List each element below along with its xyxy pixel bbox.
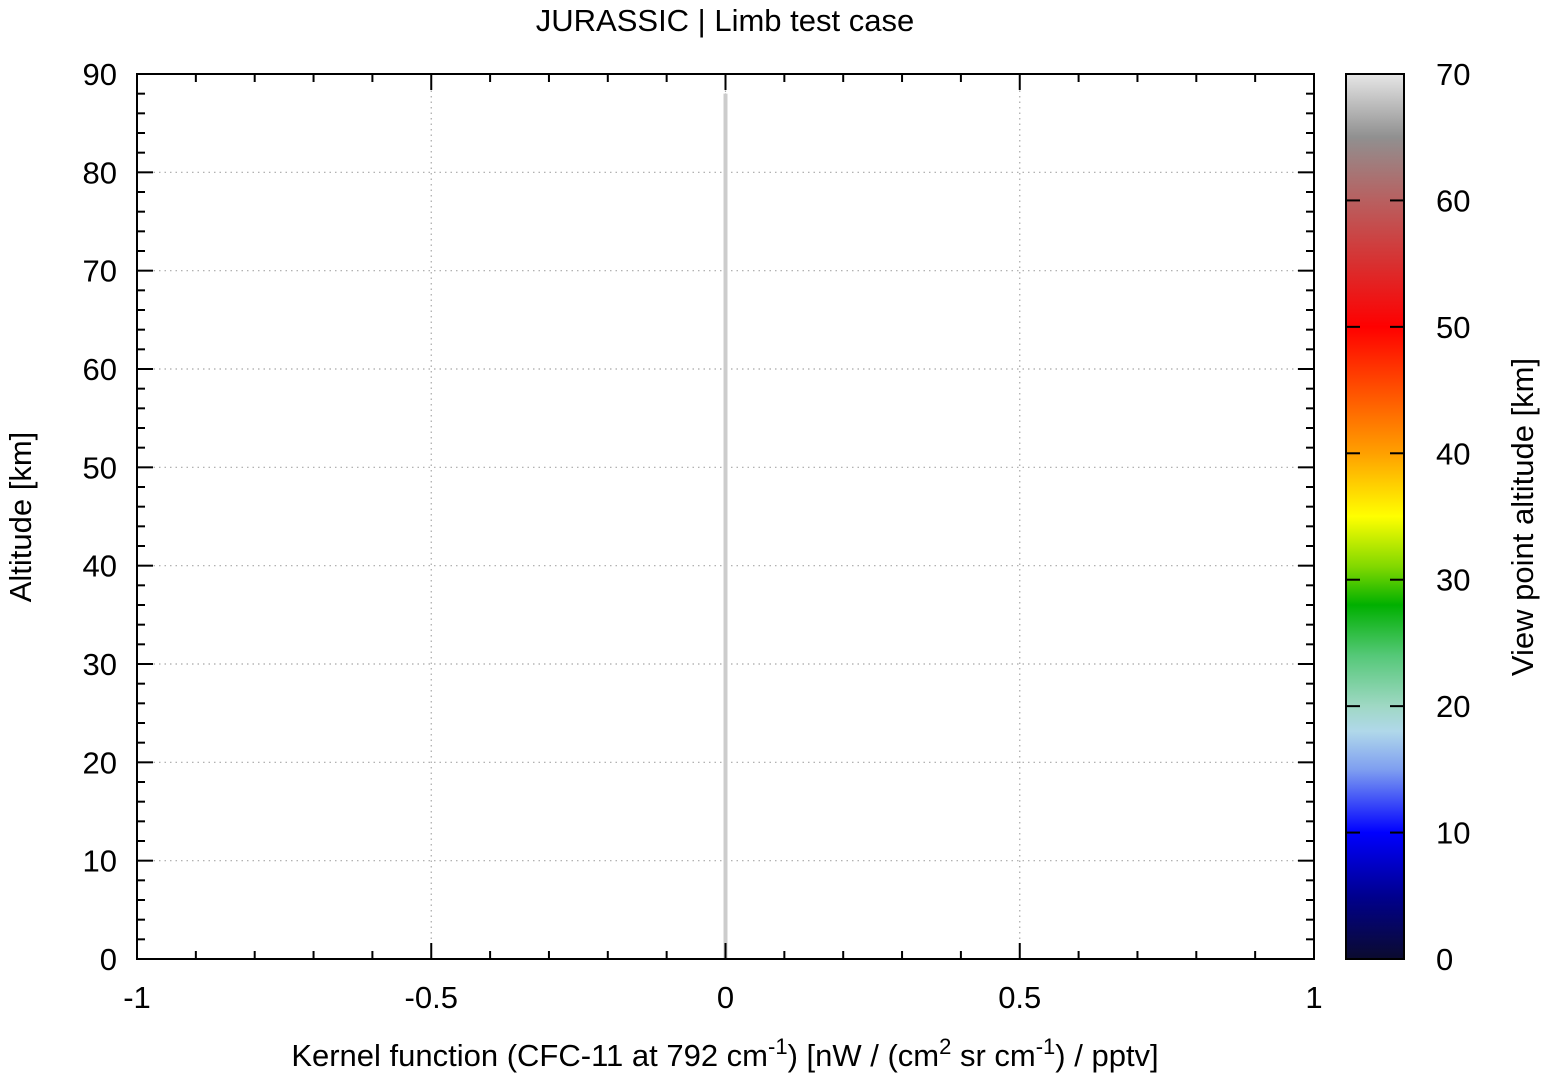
x-axis-label-text: ) / pptv] — [1055, 1038, 1158, 1073]
y-tick-label: 90 — [83, 57, 117, 92]
colorbar-tick-label: 30 — [1436, 563, 1470, 598]
colorbar-tick-label: 60 — [1436, 183, 1470, 218]
x-tick-label: 1 — [1305, 980, 1322, 1015]
x-tick-labels: -1 -0.5 0 0.5 1 — [123, 980, 1322, 1015]
series-point — [725, 663, 726, 665]
colorbar-tick-label: 50 — [1436, 310, 1470, 345]
series-point — [725, 860, 726, 862]
y-tick-label: 30 — [83, 647, 117, 682]
series-point — [725, 270, 726, 272]
series-point — [725, 368, 726, 370]
chart-title: JURASSIC | Limb test case — [536, 3, 914, 38]
y-tick-labels: 0 10 20 30 40 50 60 70 80 90 — [83, 57, 117, 977]
series-point — [725, 466, 726, 468]
x-axis-label-superscript: 2 — [939, 1034, 951, 1059]
x-tick-label: -0.5 — [405, 980, 458, 1015]
series-point — [725, 565, 726, 567]
x-axis-label-superscript: -1 — [1036, 1034, 1056, 1059]
x-axis-label-text: Kernel function (CFC-11 at 792 cm — [291, 1038, 768, 1073]
colorbar-tick-label: 40 — [1436, 436, 1470, 471]
y-tick-label: 0 — [100, 942, 117, 977]
colorbar-tick-label: 20 — [1436, 689, 1470, 724]
colorbar-tick-label: 70 — [1436, 57, 1470, 92]
y-tick-label: 20 — [83, 745, 117, 780]
series-point — [725, 93, 726, 95]
y-tick-label: 70 — [83, 254, 117, 289]
colorbar-label: View point altitude [km] — [1505, 358, 1540, 676]
y-axis-label: Altitude [km] — [3, 432, 38, 603]
colorbar: 0 10 20 30 40 50 60 70 — [1345, 57, 1470, 977]
x-tick-label: 0.5 — [998, 980, 1041, 1015]
x-axis-label-superscript: -1 — [768, 1034, 788, 1059]
y-tick-label: 10 — [83, 844, 117, 879]
y-tick-label: 60 — [83, 352, 117, 387]
x-axis-label-text: sr cm — [951, 1038, 1035, 1073]
x-axis-label-text: ) [nW / (cm — [788, 1038, 940, 1073]
y-tick-label: 40 — [83, 549, 117, 584]
x-tick-label: -1 — [123, 980, 151, 1015]
colorbar-tick-label: 0 — [1436, 942, 1453, 977]
series-point — [725, 171, 726, 173]
series-point — [725, 761, 726, 763]
x-axis-label: Kernel function (CFC-11 at 792 cm-1) [nW… — [291, 1034, 1158, 1074]
x-tick-label: 0 — [717, 980, 734, 1015]
colorbar-gradient — [1345, 73, 1405, 960]
data-series — [723, 93, 728, 960]
y-tick-label: 80 — [83, 155, 117, 190]
y-tick-label: 50 — [83, 450, 117, 485]
colorbar-tick-label: 10 — [1436, 816, 1470, 851]
axis-ticks — [136, 73, 1315, 960]
